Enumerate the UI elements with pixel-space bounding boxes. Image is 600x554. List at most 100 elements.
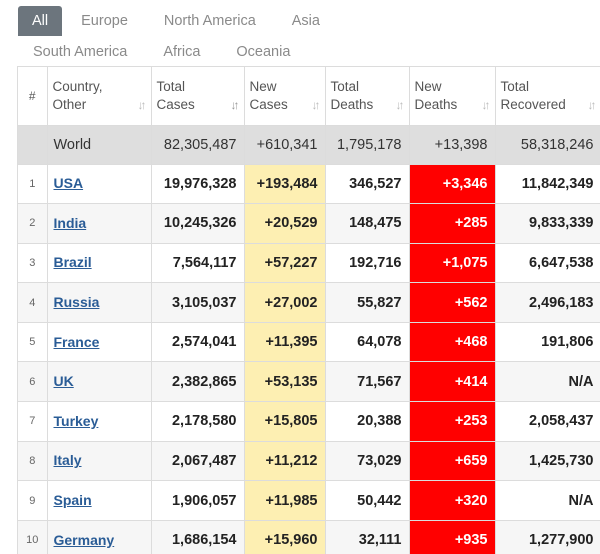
country-link[interactable]: France <box>53 333 100 350</box>
new-deaths-cell: +3,346 <box>409 164 496 205</box>
total-deaths-cell: 64,078 <box>325 322 410 363</box>
total-cases-cell: 1,906,057 <box>151 480 245 521</box>
new-cases-cell: +11,212 <box>244 441 326 482</box>
country-link[interactable]: UK <box>53 373 74 390</box>
total-recovered-cell: 1,425,730 <box>495 441 600 482</box>
total-recovered-cell: 1,277,900 <box>495 520 600 554</box>
header-new-deaths[interactable]: New Deaths ↓↑ <box>409 67 496 126</box>
row-index: 9 <box>18 480 48 521</box>
country-link[interactable]: Turkey <box>53 412 99 429</box>
tab-africa[interactable]: Africa <box>163 44 201 60</box>
total-deaths-cell: 20,388 <box>325 401 410 442</box>
row-index: 2 <box>18 203 48 244</box>
country-cell: Italy <box>47 441 152 482</box>
total-recovered-cell: 11,842,349 <box>495 164 600 205</box>
country-link[interactable]: Brazil <box>53 254 92 271</box>
total-cases-cell: 2,574,041 <box>151 322 245 363</box>
total-deaths-cell: 50,442 <box>325 480 410 521</box>
country-cell: India <box>47 203 152 244</box>
total-recovered-cell: N/A <box>495 480 600 521</box>
header-total-recovered[interactable]: Total Recovered ↓↑ <box>495 67 600 126</box>
region-tabs-row-1: All Europe North America Asia <box>0 6 600 36</box>
row-index <box>18 125 48 165</box>
new-cases-cell: +11,985 <box>244 480 326 521</box>
table-row: 10 Germany 1,686,154 +15,960 32,111 +935 1,277… <box>18 520 600 554</box>
total-deaths-cell: 148,475 <box>325 203 410 244</box>
world-row: World 82,305,487 +610,341 1,795,178 +13,… <box>18 125 600 165</box>
region-tabs-row-2: South America Africa Oceania <box>0 37 600 67</box>
tab-europe[interactable]: Europe <box>81 13 128 29</box>
new-cases-cell: +15,960 <box>244 520 326 554</box>
total-recovered-cell: N/A <box>495 361 600 403</box>
country-link[interactable]: Russia <box>53 294 100 311</box>
new-cases-cell: +15,805 <box>244 401 326 442</box>
total-recovered-cell: 2,496,183 <box>495 282 600 323</box>
tab-north-america[interactable]: North America <box>163 13 256 29</box>
row-index: 1 <box>18 164 48 205</box>
sort-icon[interactable]: ↓↑ <box>587 97 597 112</box>
new-cases-cell: +57,227 <box>244 243 326 284</box>
new-cases-cell: +20,529 <box>244 203 326 244</box>
total-deaths-cell: 73,029 <box>325 441 410 482</box>
new-deaths-cell: +659 <box>409 441 496 482</box>
row-index: 5 <box>18 322 48 363</box>
total-recovered-cell: 191,806 <box>495 322 600 363</box>
table-row: 9 Spain 1,906,057 +11,985 50,442 +320 N/A <box>18 480 600 521</box>
country-cell: Turkey <box>47 401 152 442</box>
total-recovered-cell: 6,647,538 <box>495 243 600 284</box>
sort-icon[interactable]: ↓↑ <box>137 97 147 112</box>
new-cases-cell: +11,395 <box>244 322 326 363</box>
tab-asia[interactable]: Asia <box>291 13 320 29</box>
sort-icon[interactable]: ↓↑ <box>311 97 321 112</box>
total-deaths-cell: 55,827 <box>325 282 410 323</box>
table-row: 8 Italy 2,067,487 +11,212 73,029 +659 1,425,73… <box>18 441 600 482</box>
total-deaths-cell: 71,567 <box>325 361 410 403</box>
total-cases-cell: 82,305,487 <box>151 125 245 165</box>
total-deaths-cell: 1,795,178 <box>325 125 410 165</box>
tab-all[interactable]: All <box>18 6 63 36</box>
header-new-cases[interactable]: New Cases ↓↑ <box>244 67 326 126</box>
new-deaths-cell: +253 <box>409 401 496 442</box>
sort-icon[interactable]: ↓↑ <box>395 97 405 112</box>
new-deaths-cell: +320 <box>409 480 496 521</box>
total-cases-cell: 2,178,580 <box>151 401 245 442</box>
country-cell: Russia <box>47 282 152 323</box>
covid-stats-table-container: # Country, Other ↓↑ Total Cases ↓↑ New Case… <box>17 66 600 554</box>
covid-stats-table: # Country, Other ↓↑ Total Cases ↓↑ New Case… <box>18 67 600 554</box>
table-header-row: # Country, Other ↓↑ Total Cases ↓↑ New Case… <box>18 67 600 126</box>
total-cases-cell: 2,067,487 <box>151 441 245 482</box>
country-cell: Brazil <box>47 243 152 284</box>
header-country[interactable]: Country, Other ↓↑ <box>47 67 152 126</box>
country-link[interactable]: Italy <box>53 452 82 469</box>
tab-south-america[interactable]: South America <box>33 44 128 60</box>
total-cases-cell: 19,976,328 <box>151 164 245 205</box>
total-cases-cell: 7,564,117 <box>151 243 245 284</box>
new-deaths-cell: +414 <box>409 361 496 403</box>
table-row: 4 Russia 3,105,037 +27,002 55,827 +562 2,496,1… <box>18 282 600 323</box>
header-total-cases[interactable]: Total Cases ↓↑ <box>151 67 245 126</box>
new-cases-cell: +610,341 <box>244 125 326 165</box>
new-deaths-cell: +468 <box>409 322 496 363</box>
sort-icon[interactable]: ↓↑ <box>481 97 491 112</box>
sort-desc-icon[interactable]: ↓↑ <box>230 97 240 112</box>
total-recovered-cell: 58,318,246 <box>495 125 600 165</box>
total-cases-cell: 3,105,037 <box>151 282 245 323</box>
country-link[interactable]: Spain <box>53 492 92 509</box>
table-row: 6 UK 2,382,865 +53,135 71,567 +414 N/A <box>18 361 600 403</box>
new-deaths-cell: +285 <box>409 203 496 244</box>
total-recovered-cell: 9,833,339 <box>495 203 600 244</box>
country-cell: Spain <box>47 480 152 521</box>
tab-oceania[interactable]: Oceania <box>236 44 291 60</box>
total-cases-cell: 1,686,154 <box>151 520 245 554</box>
new-cases-cell: +27,002 <box>244 282 326 323</box>
new-deaths-cell: +13,398 <box>409 125 496 165</box>
country-link[interactable]: USA <box>53 175 84 192</box>
country-link[interactable]: Germany <box>53 531 115 548</box>
country-link[interactable]: India <box>53 214 87 231</box>
table-row: 1 USA 19,976,328 +193,484 346,527 +3,346 11,84… <box>18 164 600 205</box>
new-cases-cell: +53,135 <box>244 361 326 403</box>
country-cell: France <box>47 322 152 363</box>
new-cases-cell: +193,484 <box>244 164 326 205</box>
header-total-deaths[interactable]: Total Deaths ↓↑ <box>325 67 410 126</box>
country-cell: USA <box>47 164 152 205</box>
